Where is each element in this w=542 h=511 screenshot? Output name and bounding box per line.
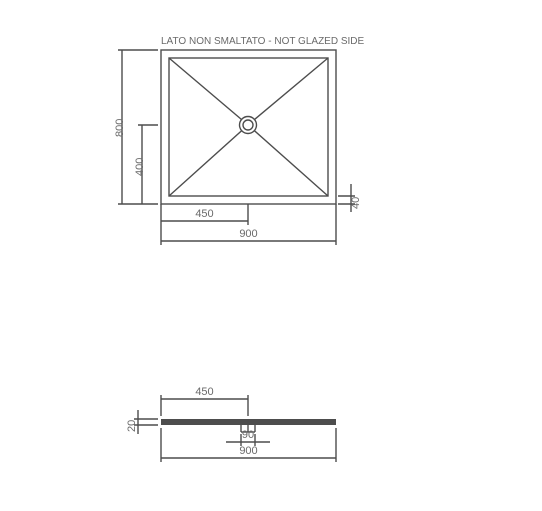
dim-text-400: 400: [134, 152, 146, 176]
diag-tl: [169, 58, 248, 125]
dim-text-40: 40: [350, 189, 362, 209]
drawing-stage: LATO NON SMALTATO - NOT GLAZED SIDE: [0, 0, 542, 511]
diag-bl: [169, 125, 248, 196]
dim-text-800: 800: [114, 113, 126, 137]
diag-br: [248, 125, 328, 196]
sec-text-90: 90: [226, 429, 270, 441]
dim-text-450: 450: [161, 208, 248, 220]
diag-tr: [248, 58, 328, 125]
dim-text-900: 900: [161, 228, 336, 240]
sec-text-450: 450: [161, 386, 248, 398]
drawing-svg: [0, 0, 542, 511]
sec-text-20: 20: [126, 412, 138, 432]
sec-text-900: 900: [161, 445, 336, 457]
drain-inner: [243, 120, 253, 130]
